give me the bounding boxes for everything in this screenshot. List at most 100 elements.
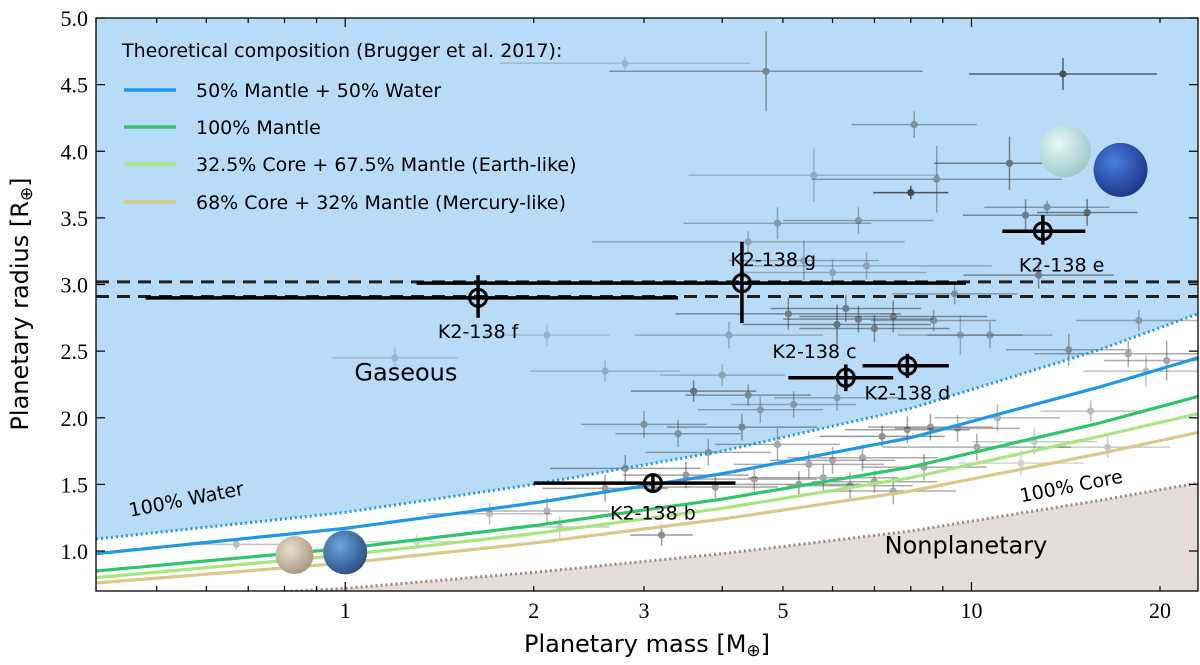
background-planet (529, 360, 681, 382)
background-planet-point (870, 324, 879, 333)
background-planet (623, 461, 749, 489)
background-planet (1037, 199, 1138, 226)
y-axis-earth-symbol: ⊕ (17, 187, 37, 201)
legend-label-water: 50% Mantle + 50% Water (196, 80, 441, 102)
background-planet-point (858, 454, 867, 462)
background-planet-point (773, 440, 782, 449)
background-planet (591, 231, 905, 253)
y-axis-title-unit: ] (6, 177, 34, 186)
background-planet (652, 476, 778, 498)
background-planet-point (689, 387, 698, 395)
background-planets-layer (186, 31, 1198, 550)
k2-138-label: K2-138 e (1019, 255, 1104, 277)
background-planet (635, 321, 823, 349)
k2-138-label: K2-138 d (864, 382, 950, 404)
background-planet-point (1124, 350, 1132, 358)
regions-layer (96, 18, 1198, 591)
background-planet (1034, 340, 1198, 368)
background-planet (743, 304, 931, 345)
background-planet-point (929, 316, 938, 325)
k2-138-planet (1002, 215, 1086, 245)
background-planet-point (725, 331, 733, 339)
background-planet (630, 380, 757, 402)
x-tick-label: 3 (639, 598, 650, 623)
background-planet-point (810, 171, 818, 179)
background-planet-point (762, 67, 770, 75)
background-planet-point (543, 507, 551, 515)
background-planet-point (1035, 271, 1043, 279)
background-planet-point (854, 315, 863, 323)
background-planet-point (674, 430, 682, 438)
background-planet-point (819, 474, 827, 482)
background-planet-point (1043, 203, 1051, 211)
k2-138-marker (1032, 221, 1053, 242)
y-tick-label: 1.0 (61, 539, 89, 564)
legend-label-mantle: 100% Mantle (196, 117, 321, 139)
k2-138-planet (862, 353, 949, 378)
background-planet-point (1005, 159, 1014, 167)
x-tick-label: 20 (1149, 598, 1171, 623)
background-planet (688, 148, 940, 202)
background-planet (609, 31, 923, 112)
background-planet-point (485, 510, 494, 518)
background-planet-point (889, 312, 897, 321)
background-planet-point (1163, 356, 1171, 365)
y-tick-label: 1.5 (61, 472, 89, 497)
y-axis-title: Planetary radius [R⊕] (6, 177, 37, 430)
background-planet-point (833, 394, 841, 402)
legend: Theoretical composition (Brugger et al. … (121, 40, 577, 214)
background-planet-point (718, 371, 726, 379)
background-planet-point (1059, 70, 1067, 78)
x-tick-label: 5 (777, 598, 788, 623)
background-planet-point (926, 423, 935, 431)
background-planet (733, 451, 885, 478)
x-axis-title-unit: ] (761, 630, 770, 658)
background-planet (774, 384, 900, 412)
background-planet (615, 420, 741, 448)
earth-icon (323, 530, 368, 575)
background-planet-point (601, 367, 609, 375)
background-planet-point (907, 188, 915, 197)
background-planet-point (854, 216, 863, 225)
k2-138-label: K2-138 g (730, 249, 816, 271)
background-planet (851, 111, 977, 138)
y-tick-label: 3.0 (61, 273, 89, 298)
background-planet (1045, 436, 1171, 458)
annotation-gaseous: Gaseous (354, 358, 457, 386)
background-planet-point (232, 540, 240, 548)
background-planet-point (711, 483, 719, 491)
background-planet (867, 413, 994, 441)
background-planet-point (391, 354, 399, 362)
background-planet (691, 465, 817, 493)
background-planet (783, 207, 934, 234)
background-planet-point (773, 219, 782, 227)
y-tick-label: 2.0 (61, 406, 89, 431)
background-planet (882, 433, 1071, 461)
background-planet-point (784, 310, 792, 318)
background-planet (666, 413, 818, 441)
background-planet (332, 347, 458, 369)
background-planet-point (833, 320, 841, 329)
background-planet-point (805, 460, 813, 469)
background-planet-point (878, 432, 886, 441)
background-planet-point (828, 456, 837, 465)
x-axis-earth-symbol: ⊕ (746, 641, 760, 661)
neptune-icon (1093, 142, 1148, 197)
background-planet-point (1087, 407, 1095, 415)
background-planet-point (1021, 211, 1030, 219)
y-tick-label: 3.5 (61, 206, 89, 231)
background-planet-point (933, 175, 941, 183)
background-planet-point (903, 426, 911, 434)
background-planet (748, 464, 899, 492)
legend-title: Theoretical composition (Brugger et al. … (121, 40, 562, 62)
curve-68-core-32-mantle-mercury-like- (96, 430, 1198, 585)
background-planet (683, 207, 872, 240)
background-planet-point (956, 331, 964, 339)
k2-138-layer (145, 215, 1086, 494)
legend-label-earth-like: 32.5% Core + 67.5% Mantle (Earth-like) (196, 154, 577, 176)
background-planet (581, 411, 707, 438)
background-planet (1040, 400, 1141, 422)
background-planet (799, 315, 950, 342)
